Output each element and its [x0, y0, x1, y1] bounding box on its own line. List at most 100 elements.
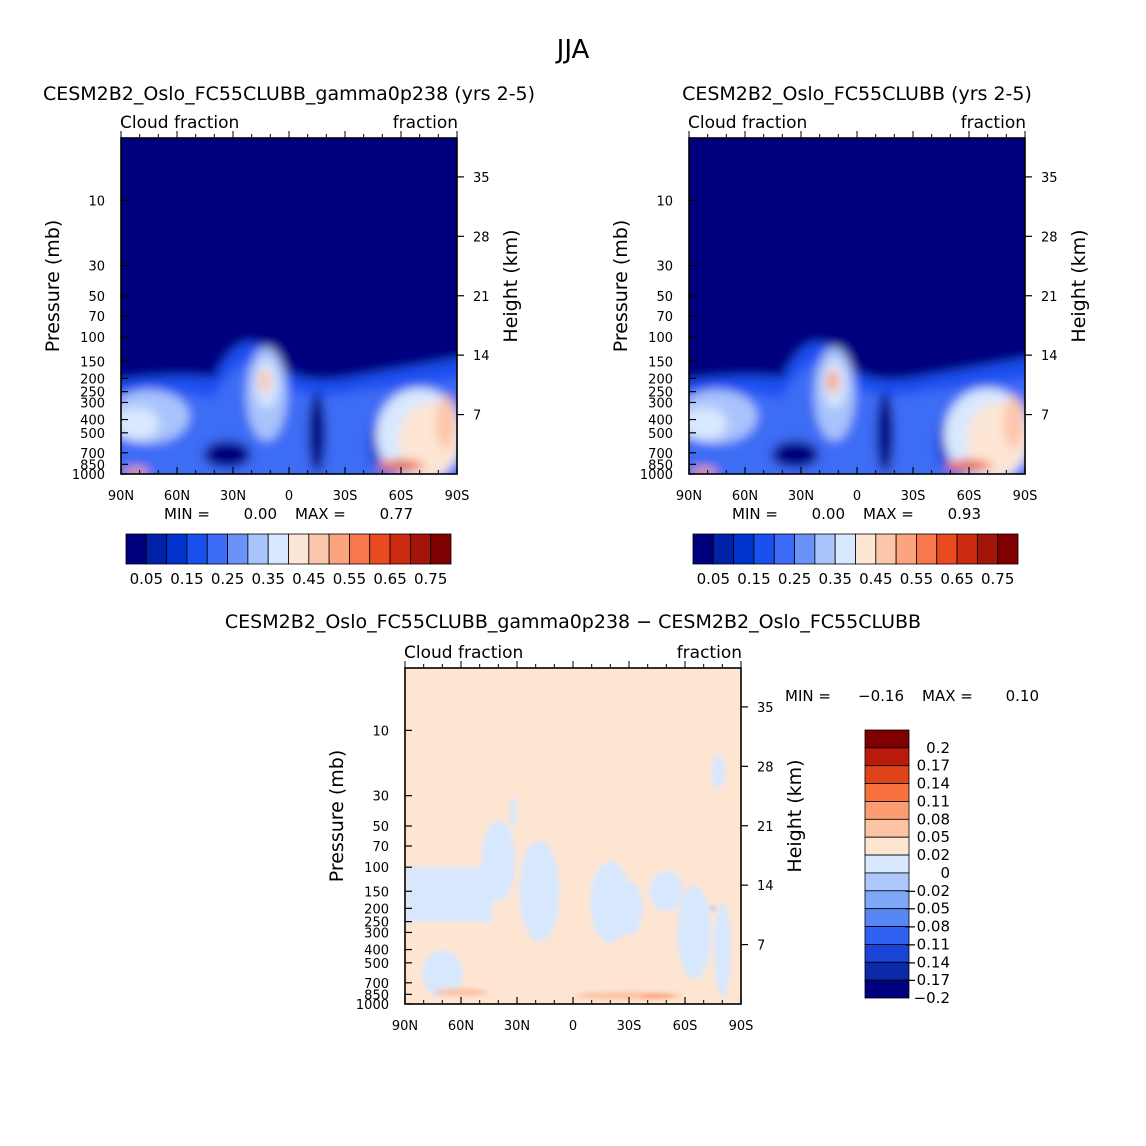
y-tick-label: 200	[80, 372, 105, 387]
min-label: MIN =	[732, 505, 778, 523]
colorbar-swatch	[864, 926, 910, 945]
y-tick-label: 300	[364, 926, 389, 941]
y-tick-label: 500	[648, 427, 673, 442]
y-tick-label: 10	[372, 724, 389, 739]
x-tick-label: 0	[853, 489, 861, 504]
x-tick-label: 30S	[617, 1019, 642, 1034]
height-tick-label: 21	[1041, 290, 1058, 305]
colorbar-swatch	[864, 818, 910, 838]
height-tick-label: 28	[757, 760, 774, 775]
height-tick-label: 35	[757, 701, 774, 716]
colorbar-label: 0.17	[917, 757, 950, 775]
colorbar-swatch	[997, 533, 1019, 565]
colorbar-label: 0.2	[926, 739, 950, 757]
y-tick-label: 50	[656, 290, 673, 305]
colorbar-swatch	[794, 533, 816, 565]
height-tick-label: 7	[757, 939, 765, 954]
y-tick-label: 250	[364, 916, 389, 931]
colorbar-swatch	[814, 533, 836, 565]
min-value: 0.00	[244, 505, 277, 523]
colorbar-swatch	[712, 533, 735, 565]
y-tick-label: 1000	[640, 468, 673, 483]
colorbar-swatch	[864, 890, 910, 910]
height-tick-label: 35	[1041, 171, 1058, 186]
height-tick-label: 21	[757, 820, 774, 835]
colorbar-swatch	[692, 533, 714, 565]
top-right-label: fraction	[677, 643, 742, 663]
colorbar-swatch	[430, 533, 452, 565]
colorbar-swatch	[206, 533, 228, 565]
min-value: −0.16	[858, 687, 904, 705]
panel-gamma0p238: CESM2B2_Oslo_FC55CLUBB_gamma0p238 (yrs 2…	[42, 83, 535, 588]
y-tick-label: 700	[648, 447, 673, 462]
y-tick-label: 100	[648, 331, 673, 346]
x-tick-label: 90N	[676, 489, 702, 504]
x-tick-label: 60S	[389, 489, 414, 504]
heatmap-field	[405, 668, 741, 1004]
colorbar-swatch	[308, 533, 330, 565]
x-tick-label: 90S	[729, 1019, 754, 1034]
colorbar-swatch	[145, 533, 168, 565]
colorbar-swatch	[834, 533, 856, 565]
x-tick-label: 0	[569, 1019, 577, 1034]
heatmap-field	[689, 138, 1025, 474]
colorbar-swatch	[389, 533, 411, 565]
top-left-label: Cloud fraction	[688, 113, 807, 133]
x-tick-label: 30N	[788, 489, 814, 504]
colorbar-label: −0.05	[904, 900, 950, 918]
min-label: MIN =	[164, 505, 210, 523]
y-tick-label: 30	[88, 260, 105, 275]
y-tick-label: 70	[372, 840, 389, 855]
colorbar-label: 0.75	[414, 570, 447, 588]
height-axis-title: Height (km)	[1068, 229, 1090, 342]
y-tick-label: 50	[372, 820, 389, 835]
colorbar-swatch	[864, 944, 910, 963]
y-tick-label: 50	[88, 290, 105, 305]
colorbar-swatch	[956, 533, 978, 565]
y-tick-label: 400	[80, 414, 105, 429]
max-value: 0.93	[948, 505, 981, 523]
colorbar-swatch	[864, 979, 910, 999]
height-tick-label: 28	[1041, 230, 1058, 245]
colorbar-label: −0.08	[904, 918, 950, 936]
y-tick-label: 10	[88, 194, 105, 209]
max-label: MAX =	[295, 505, 346, 523]
x-tick-label: 60N	[448, 1019, 474, 1034]
min-value: 0.00	[812, 505, 845, 523]
colorbar-label: 0.55	[900, 570, 933, 588]
colorbar-label: 0.75	[981, 570, 1014, 588]
max-value: 0.77	[380, 505, 413, 523]
max-label: MAX =	[922, 687, 973, 705]
top-left-label: Cloud fraction	[404, 643, 523, 663]
colorbar-swatch	[864, 801, 910, 820]
height-tick-label: 7	[1041, 409, 1049, 424]
colorbar-swatch	[895, 533, 917, 565]
colorbar-label: 0.05	[917, 828, 950, 846]
colorbar-swatch	[864, 765, 910, 785]
colorbar-label: −0.2	[914, 989, 950, 1007]
x-tick-label: 90S	[445, 489, 470, 504]
top-left-label: Cloud fraction	[120, 113, 239, 133]
height-tick-label: 28	[473, 230, 490, 245]
y-tick-label: 200	[648, 372, 673, 387]
colorbar-label: 0.35	[251, 570, 284, 588]
colorbar-swatch	[936, 533, 958, 565]
max-label: MAX =	[863, 505, 914, 523]
y-tick-label: 150	[648, 355, 673, 370]
x-tick-label: 60S	[673, 1019, 698, 1034]
colorbar-swatch	[733, 533, 755, 565]
x-tick-label: 0	[285, 489, 293, 504]
colorbar-label: 0.08	[917, 810, 950, 828]
colorbar-label: 0.25	[778, 570, 811, 588]
x-tick-label: 30S	[333, 489, 358, 504]
y-tick-label: 700	[364, 977, 389, 992]
y-tick-label: 400	[648, 414, 673, 429]
y-tick-label: 300	[648, 396, 673, 411]
colorbar-swatch	[247, 533, 269, 565]
height-axis-title: Height (km)	[784, 759, 806, 872]
y-tick-label: 250	[80, 386, 105, 401]
colorbar-label: −0.02	[904, 882, 950, 900]
y-tick-label: 100	[364, 861, 389, 876]
y-tick-label: 500	[364, 957, 389, 972]
